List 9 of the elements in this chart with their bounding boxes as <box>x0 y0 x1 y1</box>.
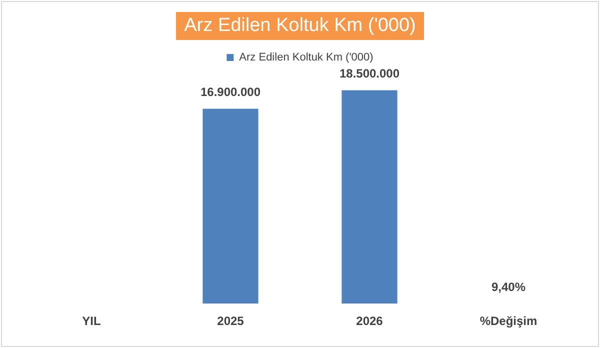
x-tick-label: 2025 <box>217 314 244 328</box>
data-label: 18.500.000 <box>339 66 400 81</box>
x-tick-label: 2026 <box>356 314 384 328</box>
x-tick-label: YIL <box>82 314 101 328</box>
data-label: 16.900.000 <box>200 85 261 100</box>
x-tick-label: %Değişim <box>480 314 538 328</box>
chart-title: Arz Edilen Koltuk Km ('000) <box>176 12 424 40</box>
legend-label: Arz Edilen Koltuk Km ('000) <box>239 52 374 64</box>
data-label: 9,40% <box>491 280 526 294</box>
